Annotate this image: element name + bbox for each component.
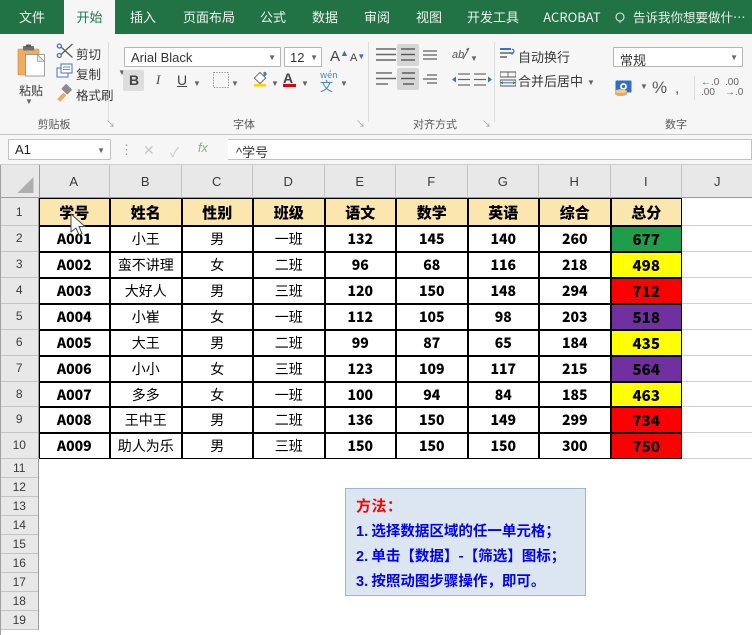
svg-text:ab: ab [452, 49, 464, 61]
